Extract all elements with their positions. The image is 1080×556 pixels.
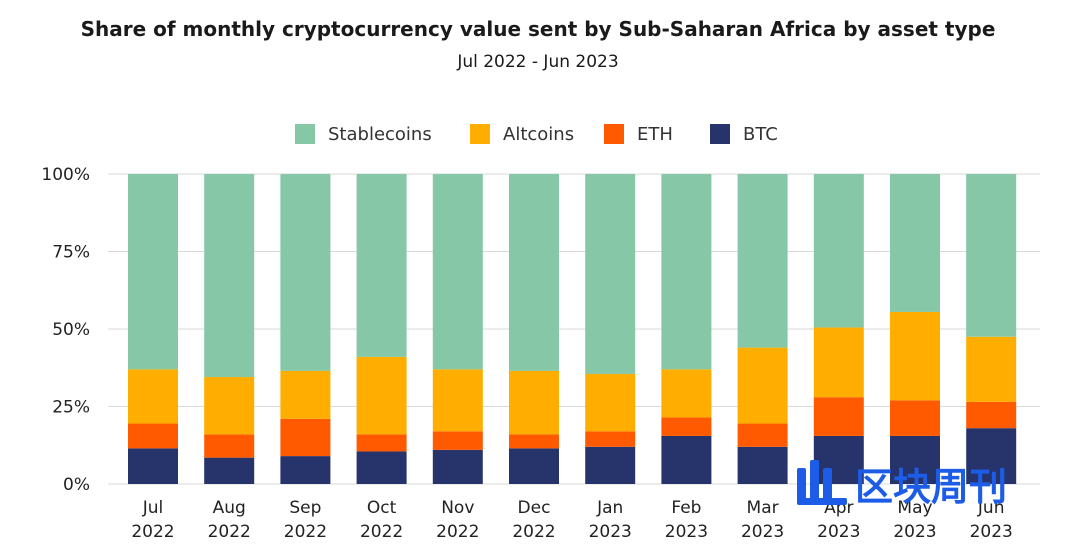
y-tick-label: 50% xyxy=(52,320,90,340)
bar-segment-eth xyxy=(890,400,940,436)
x-tick-label-month: Oct xyxy=(367,498,397,518)
bar-segment-altcoins xyxy=(813,327,864,398)
watermark: 区块周刊 xyxy=(797,460,1007,509)
legend-swatch xyxy=(710,124,730,144)
bar-segment-altcoins xyxy=(661,369,712,418)
bar-segment-stablecoins xyxy=(356,174,407,357)
bar-segment-altcoins xyxy=(966,336,1017,402)
bar-segment-eth xyxy=(356,434,407,452)
legend-item-stablecoins: Stablecoins xyxy=(295,124,432,145)
bar-segment-eth xyxy=(661,417,712,436)
legend-swatch xyxy=(295,124,315,144)
bar-segment-stablecoins xyxy=(661,174,712,370)
bar-segment-btc xyxy=(128,448,178,484)
bar-segment-btc xyxy=(432,449,483,484)
legend-swatch xyxy=(470,124,490,144)
bar-segment-eth xyxy=(280,418,331,457)
gridlines xyxy=(108,173,1040,485)
bar-segment-btc xyxy=(737,446,788,484)
bar-segment-eth xyxy=(432,431,483,450)
bar-segment-btc xyxy=(661,435,712,484)
bar-segment-stablecoins xyxy=(280,174,331,371)
bar-segment-stablecoins xyxy=(509,174,559,371)
legend-item-btc: BTC xyxy=(710,124,778,145)
y-tick-label: 75% xyxy=(52,243,90,263)
bar-segment-altcoins xyxy=(890,311,940,401)
legend: Stablecoins Altcoins ETH BTC xyxy=(295,124,778,145)
y-axis: 0% 25% 50% 75% 100% xyxy=(41,165,90,495)
x-tick-label-month: Feb xyxy=(671,498,701,518)
x-tick-label-month: Aug xyxy=(213,498,246,518)
bar-segment-altcoins xyxy=(432,369,483,432)
bar-segment-eth xyxy=(737,423,788,447)
watermark-logo-icon xyxy=(797,460,847,505)
bar-segment-altcoins xyxy=(585,373,636,432)
bar-segment-altcoins xyxy=(737,347,788,424)
bar-segment-eth xyxy=(128,423,178,449)
x-tick-label-year: 2022 xyxy=(131,522,174,542)
x-tick-label-year: 2022 xyxy=(436,522,479,542)
chart-subtitle: Jul 2022 - Jun 2023 xyxy=(456,52,618,72)
bar-segment-altcoins xyxy=(128,369,178,424)
x-tick-label-year: 2023 xyxy=(589,522,632,542)
bars xyxy=(128,174,1017,484)
bar-segment-btc xyxy=(356,451,407,484)
x-tick-label-year: 2023 xyxy=(665,522,708,542)
x-tick-label-year: 2022 xyxy=(284,522,327,542)
chart-title: Share of monthly cryptocurrency value se… xyxy=(81,17,996,41)
legend-item-eth: ETH xyxy=(604,124,673,145)
bar-segment-altcoins xyxy=(204,377,255,435)
x-tick-label-year: 2022 xyxy=(360,522,403,542)
x-tick-label-year: 2023 xyxy=(817,522,860,542)
legend-label: ETH xyxy=(637,124,673,145)
legend-item-altcoins: Altcoins xyxy=(470,124,574,145)
bar-segment-eth xyxy=(813,397,864,436)
x-tick-label-month: Mar xyxy=(747,498,779,518)
bar-segment-altcoins xyxy=(509,370,559,435)
x-tick-label-year: 2023 xyxy=(893,522,936,542)
bar-segment-stablecoins xyxy=(737,174,788,348)
x-tick-label-year: 2023 xyxy=(741,522,784,542)
x-tick-label-month: Nov xyxy=(441,498,474,518)
x-tick-label-month: Jul xyxy=(142,498,164,518)
bar-segment-stablecoins xyxy=(890,174,940,312)
bar-segment-stablecoins xyxy=(204,174,255,378)
bar-segment-stablecoins xyxy=(585,174,636,374)
legend-label: BTC xyxy=(743,124,778,145)
x-axis: Jul 2022 Aug 2022 Sep 2022 Oct 2022 Nov 2022 Dec 20… xyxy=(131,498,1012,542)
bar-segment-eth xyxy=(204,434,255,458)
bar-segment-altcoins xyxy=(356,356,407,435)
bar-segment-btc xyxy=(966,428,1017,484)
x-tick-label-month: May xyxy=(897,498,932,518)
watermark-text: 区块周刊 xyxy=(855,465,1007,509)
y-tick-label: 100% xyxy=(41,165,90,185)
bar-segment-btc xyxy=(509,448,559,484)
bar-segment-stablecoins xyxy=(813,174,864,328)
bar-segment-stablecoins xyxy=(432,174,483,370)
bar-segment-stablecoins xyxy=(966,174,1017,337)
legend-label: Altcoins xyxy=(503,124,574,145)
bar-segment-btc xyxy=(813,435,864,484)
legend-label: Stablecoins xyxy=(328,124,432,145)
y-tick-label: 25% xyxy=(52,398,90,418)
x-tick-label-month: Sep xyxy=(289,498,321,518)
bar-segment-btc xyxy=(890,435,940,484)
bar-segment-stablecoins xyxy=(128,174,178,370)
x-tick-label-month: Jan xyxy=(596,498,623,518)
bar-segment-eth xyxy=(509,434,559,449)
x-tick-label-month: Jun xyxy=(977,498,1005,518)
x-tick-label-year: 2022 xyxy=(512,522,555,542)
bar-segment-btc xyxy=(204,457,255,484)
x-tick-label-year: 2023 xyxy=(970,522,1013,542)
x-tick-label-month: Dec xyxy=(518,498,551,518)
x-tick-label-year: 2022 xyxy=(208,522,251,542)
bar-segment-altcoins xyxy=(280,370,331,419)
bar-segment-eth xyxy=(585,431,636,447)
bar-segment-btc xyxy=(280,456,331,484)
bar-segment-btc xyxy=(585,446,636,484)
y-tick-label: 0% xyxy=(63,475,90,495)
legend-swatch xyxy=(604,124,624,144)
bar-segment-eth xyxy=(966,401,1017,429)
